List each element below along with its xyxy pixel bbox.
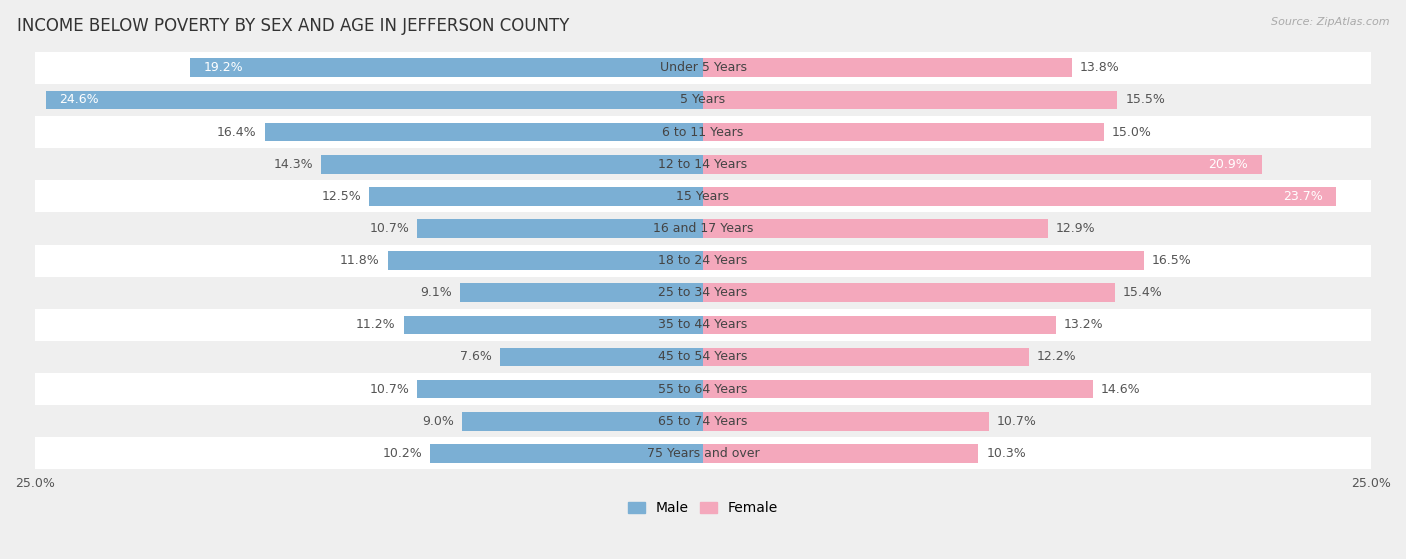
- Bar: [703, 219, 1047, 238]
- Text: 15.0%: 15.0%: [1112, 126, 1152, 139]
- Text: 16 and 17 Years: 16 and 17 Years: [652, 222, 754, 235]
- Bar: [703, 348, 1029, 366]
- Bar: [388, 251, 703, 270]
- Bar: [35, 116, 1371, 148]
- Text: 10.7%: 10.7%: [997, 415, 1036, 428]
- Legend: Male, Female: Male, Female: [623, 496, 783, 521]
- Bar: [35, 309, 1371, 341]
- Bar: [35, 405, 1371, 437]
- Bar: [321, 155, 703, 173]
- Text: 15 Years: 15 Years: [676, 190, 730, 203]
- Text: 13.2%: 13.2%: [1064, 318, 1104, 331]
- Text: 16.4%: 16.4%: [217, 126, 257, 139]
- Text: 23.7%: 23.7%: [1284, 190, 1323, 203]
- Text: INCOME BELOW POVERTY BY SEX AND AGE IN JEFFERSON COUNTY: INCOME BELOW POVERTY BY SEX AND AGE IN J…: [17, 17, 569, 35]
- Text: 10.7%: 10.7%: [370, 222, 409, 235]
- Text: 75 Years and over: 75 Years and over: [647, 447, 759, 460]
- Text: 11.8%: 11.8%: [340, 254, 380, 267]
- Text: 9.1%: 9.1%: [420, 286, 451, 299]
- Bar: [703, 380, 1092, 399]
- Bar: [45, 91, 703, 109]
- Text: 7.6%: 7.6%: [460, 350, 492, 363]
- Bar: [703, 91, 1118, 109]
- Bar: [501, 348, 703, 366]
- Text: Under 5 Years: Under 5 Years: [659, 61, 747, 74]
- Bar: [35, 341, 1371, 373]
- Bar: [703, 155, 1261, 173]
- Bar: [703, 444, 979, 463]
- Text: 14.6%: 14.6%: [1101, 382, 1140, 396]
- Bar: [463, 412, 703, 430]
- Bar: [703, 315, 1056, 334]
- Text: 16.5%: 16.5%: [1152, 254, 1192, 267]
- Bar: [418, 380, 703, 399]
- Bar: [368, 187, 703, 206]
- Text: 6 to 11 Years: 6 to 11 Years: [662, 126, 744, 139]
- Text: 12 to 14 Years: 12 to 14 Years: [658, 158, 748, 170]
- Bar: [703, 187, 1336, 206]
- Text: 12.9%: 12.9%: [1056, 222, 1095, 235]
- Text: 20.9%: 20.9%: [1208, 158, 1249, 170]
- Text: 18 to 24 Years: 18 to 24 Years: [658, 254, 748, 267]
- Text: 15.4%: 15.4%: [1122, 286, 1163, 299]
- Bar: [35, 437, 1371, 470]
- Text: 24.6%: 24.6%: [59, 93, 98, 106]
- Bar: [35, 373, 1371, 405]
- Text: 15.5%: 15.5%: [1125, 93, 1166, 106]
- Text: 9.0%: 9.0%: [423, 415, 454, 428]
- Text: 5 Years: 5 Years: [681, 93, 725, 106]
- Bar: [35, 244, 1371, 277]
- Text: 35 to 44 Years: 35 to 44 Years: [658, 318, 748, 331]
- Text: 10.7%: 10.7%: [370, 382, 409, 396]
- Text: 14.3%: 14.3%: [273, 158, 314, 170]
- Bar: [35, 212, 1371, 244]
- Text: 11.2%: 11.2%: [356, 318, 395, 331]
- Bar: [35, 52, 1371, 84]
- Bar: [703, 283, 1115, 302]
- Text: 10.2%: 10.2%: [382, 447, 422, 460]
- Bar: [418, 219, 703, 238]
- Text: 25 to 34 Years: 25 to 34 Years: [658, 286, 748, 299]
- Bar: [703, 251, 1144, 270]
- Bar: [404, 315, 703, 334]
- Text: 12.2%: 12.2%: [1038, 350, 1077, 363]
- Text: 45 to 54 Years: 45 to 54 Years: [658, 350, 748, 363]
- Bar: [35, 180, 1371, 212]
- Bar: [703, 412, 988, 430]
- Text: 13.8%: 13.8%: [1080, 61, 1119, 74]
- Bar: [35, 148, 1371, 180]
- Text: 10.3%: 10.3%: [986, 447, 1026, 460]
- Text: 19.2%: 19.2%: [204, 61, 243, 74]
- Bar: [35, 277, 1371, 309]
- Bar: [460, 283, 703, 302]
- Text: 12.5%: 12.5%: [321, 190, 361, 203]
- Bar: [264, 123, 703, 141]
- Text: 55 to 64 Years: 55 to 64 Years: [658, 382, 748, 396]
- Bar: [703, 59, 1071, 77]
- Bar: [190, 59, 703, 77]
- Bar: [703, 123, 1104, 141]
- Bar: [35, 84, 1371, 116]
- Text: Source: ZipAtlas.com: Source: ZipAtlas.com: [1271, 17, 1389, 27]
- Bar: [430, 444, 703, 463]
- Text: 65 to 74 Years: 65 to 74 Years: [658, 415, 748, 428]
